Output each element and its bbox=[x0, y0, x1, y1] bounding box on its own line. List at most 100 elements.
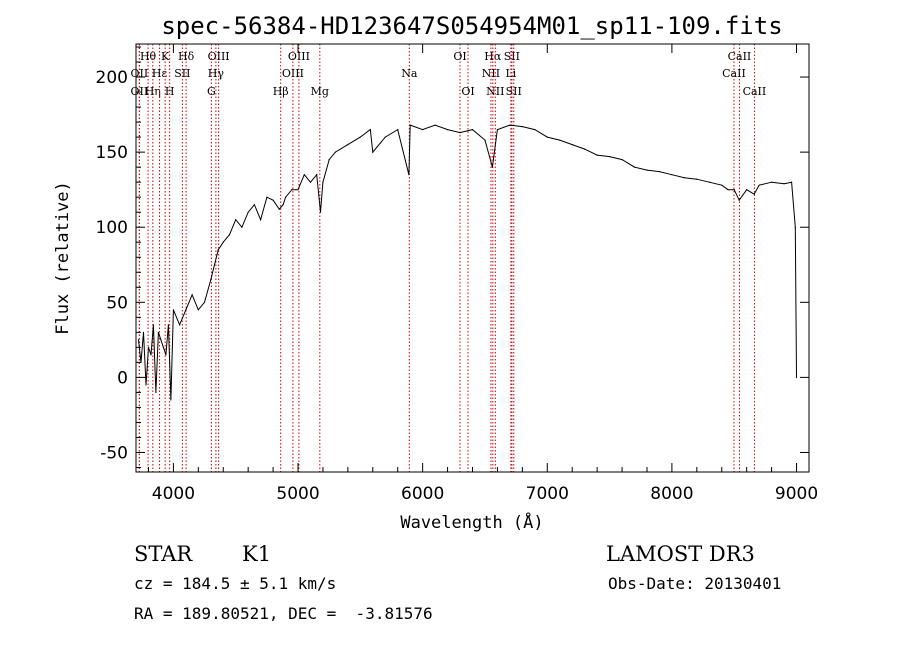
flux-point bbox=[727, 189, 729, 191]
flux-point bbox=[409, 124, 411, 126]
survey-name: LAMOST DR3 bbox=[606, 542, 755, 566]
flux-point bbox=[384, 136, 386, 138]
flux-point bbox=[167, 324, 170, 326]
spectral-line-label: CaII bbox=[743, 85, 767, 98]
flux-point bbox=[347, 144, 349, 146]
flux-point bbox=[272, 199, 274, 201]
flux-point bbox=[278, 208, 280, 210]
flux-point bbox=[559, 139, 561, 141]
flux-point bbox=[179, 324, 181, 326]
x-tick-label: 4000 bbox=[152, 484, 195, 504]
flux-point bbox=[266, 196, 268, 198]
spectral-line-label: Na bbox=[401, 67, 418, 80]
flux-point bbox=[696, 178, 698, 180]
obs-date-text: Obs-Date: 20130401 bbox=[608, 574, 781, 593]
flux-point bbox=[303, 174, 305, 176]
y-tick-label: 200 bbox=[96, 68, 128, 88]
flux-point bbox=[197, 309, 199, 311]
spectral-line-label: Hγ bbox=[208, 67, 225, 80]
flux-point bbox=[282, 204, 284, 206]
flux-point bbox=[328, 159, 330, 161]
flux-point bbox=[422, 129, 424, 131]
flux-point bbox=[683, 177, 685, 179]
flux-point bbox=[771, 181, 773, 183]
y-axis-label: Flux (relative) bbox=[53, 181, 73, 335]
flux-point bbox=[191, 294, 193, 296]
flux-point bbox=[170, 399, 172, 401]
spectral-line-label: Mg bbox=[311, 85, 329, 98]
flux-point bbox=[753, 193, 755, 195]
spectral-line-label: Hθ bbox=[140, 50, 157, 63]
flux-point bbox=[235, 219, 237, 221]
flux-point bbox=[758, 184, 760, 186]
flux-point bbox=[316, 174, 318, 176]
flux-point bbox=[322, 181, 324, 183]
x-tick-label: 9000 bbox=[775, 484, 818, 504]
flux-point bbox=[584, 148, 586, 150]
flux-point bbox=[241, 226, 243, 228]
flux-point bbox=[484, 139, 486, 141]
flux-point bbox=[794, 226, 796, 228]
flux-point bbox=[150, 354, 152, 356]
flux-point bbox=[795, 376, 798, 378]
spectral-line-label: CaII bbox=[722, 67, 746, 80]
spectral-line-label: OIII bbox=[288, 50, 310, 63]
flux-point bbox=[260, 219, 262, 221]
flux-point bbox=[738, 199, 740, 201]
y-tick-label: 150 bbox=[96, 143, 128, 163]
flux-point bbox=[157, 331, 160, 333]
spectral-line-label: Hβ bbox=[273, 85, 289, 98]
object-class: STAR bbox=[134, 542, 193, 566]
flux-point bbox=[291, 189, 293, 191]
spectral-line-label: SII bbox=[506, 85, 522, 98]
flux-point bbox=[359, 136, 361, 138]
flux-point bbox=[446, 129, 449, 131]
flux-point bbox=[165, 354, 167, 356]
flux-point bbox=[160, 339, 162, 341]
flux-point bbox=[746, 189, 748, 191]
flux-point bbox=[633, 166, 636, 168]
flux-point bbox=[621, 159, 623, 161]
flux-point bbox=[571, 144, 573, 146]
plot-frame bbox=[135, 43, 810, 473]
spectral-line-label: Li bbox=[505, 67, 516, 80]
flux-point bbox=[152, 324, 155, 326]
flux-point bbox=[213, 264, 216, 266]
x-axis-label: Wavelength (Å) bbox=[400, 511, 543, 533]
flux-point bbox=[369, 129, 371, 131]
spectral-line-label: SII bbox=[174, 67, 190, 80]
x-tick-label: 8000 bbox=[650, 484, 693, 504]
flux-point bbox=[721, 184, 723, 186]
flux-point bbox=[671, 174, 673, 176]
flux-series bbox=[137, 124, 798, 401]
spectral-line-label: SII bbox=[504, 50, 520, 63]
spectral-line-label: K bbox=[161, 50, 170, 63]
flux-point bbox=[646, 169, 648, 171]
spectral-line-label: CaII bbox=[728, 50, 752, 63]
spectral-line-label: NII bbox=[486, 85, 504, 98]
flux-point bbox=[658, 171, 661, 173]
flux-point bbox=[137, 339, 140, 341]
flux-point bbox=[708, 181, 710, 183]
x-tick-label: 7000 bbox=[526, 484, 569, 504]
y-tick-label: 100 bbox=[96, 218, 128, 238]
flux-point bbox=[210, 279, 212, 281]
flux-line bbox=[138, 124, 797, 400]
spectral-line-label: OIII bbox=[208, 50, 230, 63]
flux-point bbox=[203, 301, 206, 303]
flux-point bbox=[397, 129, 399, 131]
flux-point bbox=[471, 129, 474, 131]
flux-point bbox=[147, 346, 150, 348]
flux-point bbox=[733, 189, 735, 191]
y-tick-label: 0 bbox=[117, 368, 128, 388]
spectral-line-label: OIII bbox=[282, 67, 304, 80]
flux-point bbox=[608, 156, 611, 158]
flux-point bbox=[521, 125, 523, 128]
redshift-text: cz = 184.5 ± 5.1 km/s bbox=[134, 574, 336, 593]
spectral-line-label: Hδ bbox=[178, 50, 195, 63]
spectral-line-label: Hε bbox=[152, 67, 168, 80]
spectral-line-label: G bbox=[207, 85, 216, 98]
